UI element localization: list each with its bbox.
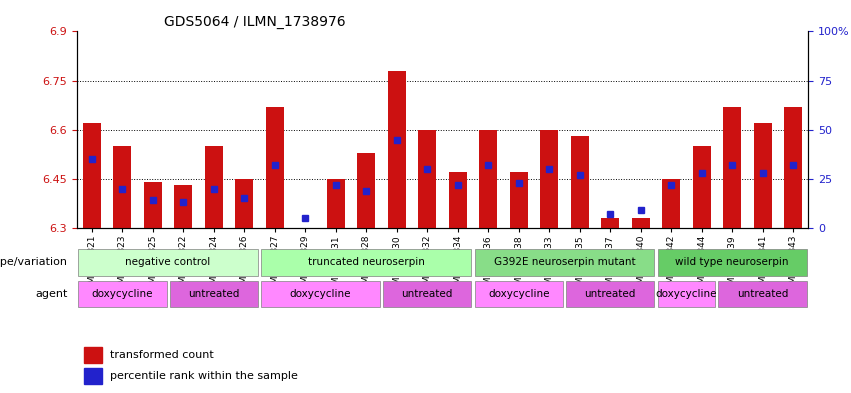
Bar	[448, 172, 467, 228]
Bar	[753, 123, 772, 228]
FancyBboxPatch shape	[718, 281, 807, 307]
Bar	[84, 347, 102, 363]
Bar	[357, 152, 375, 228]
Text: negative control: negative control	[125, 257, 211, 267]
Bar	[631, 218, 650, 228]
Bar	[204, 146, 223, 228]
FancyBboxPatch shape	[475, 249, 654, 275]
Bar	[83, 123, 101, 228]
FancyBboxPatch shape	[658, 249, 807, 275]
FancyBboxPatch shape	[658, 281, 716, 307]
FancyBboxPatch shape	[475, 281, 563, 307]
Bar	[235, 179, 254, 228]
Text: doxycycline: doxycycline	[290, 289, 351, 299]
FancyBboxPatch shape	[383, 281, 471, 307]
FancyBboxPatch shape	[566, 281, 654, 307]
Bar	[784, 107, 802, 228]
Bar	[662, 179, 680, 228]
Bar	[510, 172, 528, 228]
FancyBboxPatch shape	[261, 249, 471, 275]
Bar	[113, 146, 131, 228]
FancyBboxPatch shape	[78, 281, 167, 307]
Text: untreated: untreated	[585, 289, 636, 299]
Bar	[479, 130, 497, 228]
Bar	[387, 71, 406, 228]
Bar	[174, 185, 192, 228]
Text: G392E neuroserpin mutant: G392E neuroserpin mutant	[494, 257, 636, 267]
Bar	[570, 136, 589, 228]
FancyBboxPatch shape	[78, 249, 258, 275]
Bar	[723, 107, 741, 228]
Bar	[601, 218, 620, 228]
Text: wild type neuroserpin: wild type neuroserpin	[676, 257, 789, 267]
Bar	[144, 182, 162, 228]
Bar	[266, 107, 284, 228]
Text: percentile rank within the sample: percentile rank within the sample	[110, 371, 297, 381]
Text: truncated neuroserpin: truncated neuroserpin	[308, 257, 425, 267]
Bar	[84, 368, 102, 384]
Text: genotype/variation: genotype/variation	[0, 257, 67, 267]
FancyBboxPatch shape	[169, 281, 258, 307]
Text: untreated: untreated	[737, 289, 788, 299]
Text: agent: agent	[35, 289, 67, 299]
Text: doxycycline: doxycycline	[92, 289, 153, 299]
Bar	[418, 130, 437, 228]
Text: GDS5064 / ILMN_1738976: GDS5064 / ILMN_1738976	[164, 15, 346, 29]
Text: transformed count: transformed count	[110, 350, 214, 360]
Text: doxycycline: doxycycline	[488, 289, 550, 299]
Bar	[327, 179, 345, 228]
Bar	[693, 146, 711, 228]
FancyBboxPatch shape	[261, 281, 380, 307]
Text: doxycycline: doxycycline	[656, 289, 717, 299]
Text: untreated: untreated	[402, 289, 453, 299]
Bar	[540, 130, 558, 228]
Text: untreated: untreated	[188, 289, 239, 299]
